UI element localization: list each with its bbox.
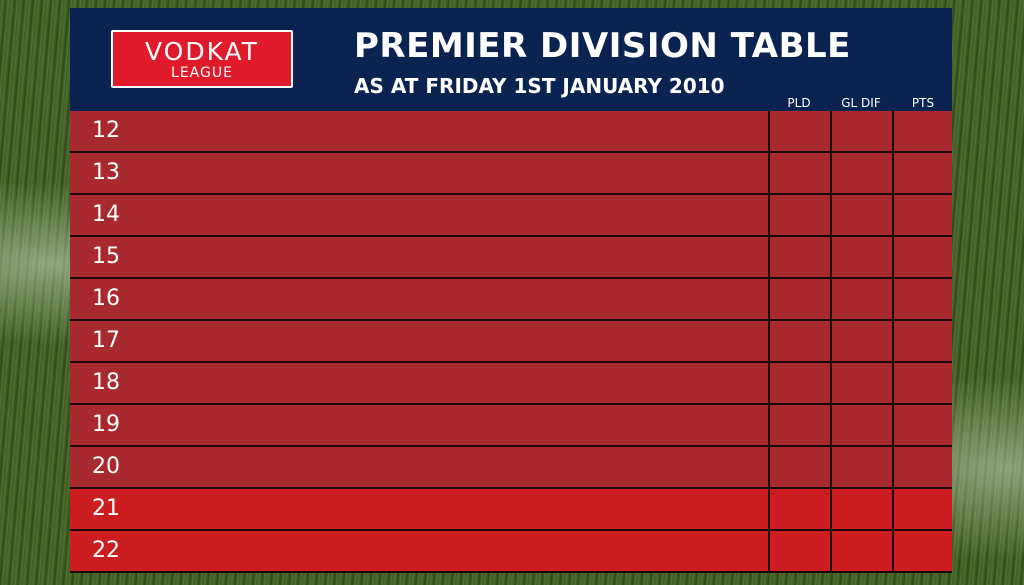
column-divider — [892, 447, 894, 487]
logo-line2: LEAGUE — [171, 65, 233, 81]
table-row: 16 — [70, 279, 952, 321]
column-divider — [892, 279, 894, 319]
header: VODKAT LEAGUE PREMIER DIVISION TABLE AS … — [70, 8, 952, 111]
title: PREMIER DIVISION TABLE — [354, 26, 851, 66]
subtitle: AS AT FRIDAY 1ST JANUARY 2010 — [354, 74, 725, 98]
row-position: 14 — [92, 202, 120, 227]
column-divider — [768, 195, 770, 235]
column-divider — [768, 531, 770, 571]
column-divider — [830, 531, 832, 571]
column-divider — [768, 363, 770, 403]
row-position: 12 — [92, 118, 120, 143]
row-position: 18 — [92, 370, 120, 395]
table-row: 12 — [70, 111, 952, 153]
column-divider — [830, 405, 832, 445]
row-position: 19 — [92, 412, 120, 437]
column-divider — [892, 195, 894, 235]
logo-line1: VODKAT — [145, 37, 259, 66]
table-row: 20 — [70, 447, 952, 489]
column-divider — [892, 489, 894, 529]
row-position: 17 — [92, 328, 120, 353]
column-divider — [768, 447, 770, 487]
row-position: 21 — [92, 496, 120, 521]
table-row: 18 — [70, 363, 952, 405]
logo: VODKAT LEAGUE — [111, 30, 293, 88]
column-divider — [768, 279, 770, 319]
column-header: GL DIF — [841, 96, 881, 110]
row-position: 22 — [92, 538, 120, 563]
column-divider — [830, 237, 832, 277]
column-divider — [830, 321, 832, 361]
column-divider — [892, 321, 894, 361]
league-board: VODKAT LEAGUE PREMIER DIVISION TABLE AS … — [70, 8, 952, 574]
column-divider — [830, 489, 832, 529]
column-divider — [768, 321, 770, 361]
table-row: 17 — [70, 321, 952, 363]
column-divider — [892, 363, 894, 403]
table-row: 13 — [70, 153, 952, 195]
column-divider — [830, 279, 832, 319]
table-row: 21 — [70, 489, 952, 531]
column-header: PTS — [911, 96, 935, 110]
column-header: PLD — [787, 96, 811, 110]
table-row: 22 — [70, 531, 952, 573]
row-position: 15 — [92, 244, 120, 269]
table-row: 15 — [70, 237, 952, 279]
table-row: 19 — [70, 405, 952, 447]
column-divider — [768, 153, 770, 193]
column-divider — [892, 111, 894, 151]
column-divider — [892, 405, 894, 445]
column-divider — [830, 195, 832, 235]
column-divider — [830, 447, 832, 487]
row-position: 16 — [92, 286, 120, 311]
column-divider — [830, 111, 832, 151]
column-divider — [768, 237, 770, 277]
row-position: 13 — [92, 160, 120, 185]
column-divider — [830, 153, 832, 193]
table-row: 14 — [70, 195, 952, 237]
column-divider — [768, 405, 770, 445]
column-divider — [830, 363, 832, 403]
column-divider — [892, 153, 894, 193]
column-divider — [768, 489, 770, 529]
column-divider — [892, 531, 894, 571]
table-body: 12 13 14 15 16 17 18 19 20 21 22 — [70, 111, 952, 573]
column-divider — [768, 111, 770, 151]
row-position: 20 — [92, 454, 120, 479]
column-divider — [892, 237, 894, 277]
